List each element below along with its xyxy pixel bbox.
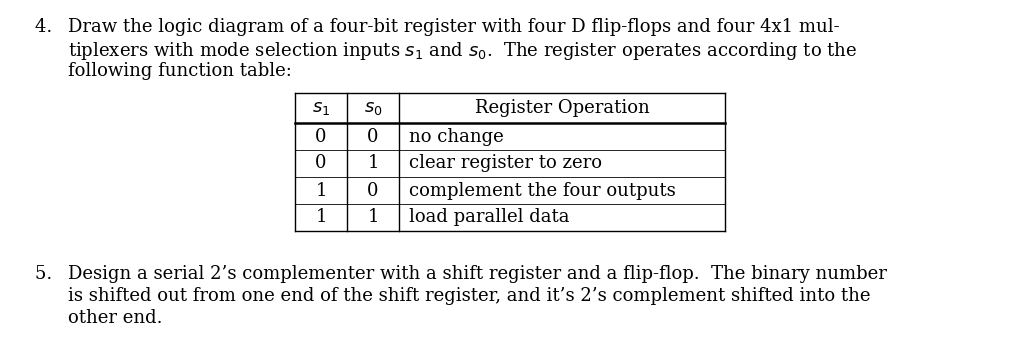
Text: $s_1$: $s_1$ — [312, 99, 330, 117]
Text: other end.: other end. — [68, 309, 163, 327]
Text: Draw the logic diagram of a four-bit register with four D flip-flops and four 4x: Draw the logic diagram of a four-bit reg… — [68, 18, 840, 36]
Text: Design a serial 2’s complementer with a shift register and a flip-flop.  The bin: Design a serial 2’s complementer with a … — [68, 265, 887, 283]
Text: 4.: 4. — [35, 18, 71, 36]
Text: clear register to zero: clear register to zero — [409, 154, 602, 172]
Text: 1: 1 — [315, 209, 327, 227]
Text: Register Operation: Register Operation — [475, 99, 649, 117]
Text: 0: 0 — [315, 154, 327, 172]
Text: 0: 0 — [368, 127, 379, 145]
Text: 1: 1 — [368, 154, 379, 172]
Text: 1: 1 — [315, 182, 327, 200]
Text: 0: 0 — [315, 127, 327, 145]
Text: 5.: 5. — [35, 265, 71, 283]
Text: tiplexers with mode selection inputs $s_1$ and $s_0$.  The register operates acc: tiplexers with mode selection inputs $s_… — [68, 40, 857, 62]
Text: 1: 1 — [368, 209, 379, 227]
Text: is shifted out from one end of the shift register, and it’s 2’s complement shift: is shifted out from one end of the shift… — [68, 287, 870, 305]
Text: following function table:: following function table: — [68, 62, 292, 80]
Text: load parallel data: load parallel data — [409, 209, 569, 227]
Text: 0: 0 — [368, 182, 379, 200]
Text: no change: no change — [409, 127, 504, 145]
Text: $s_0$: $s_0$ — [364, 99, 382, 117]
Text: complement the four outputs: complement the four outputs — [409, 182, 676, 200]
